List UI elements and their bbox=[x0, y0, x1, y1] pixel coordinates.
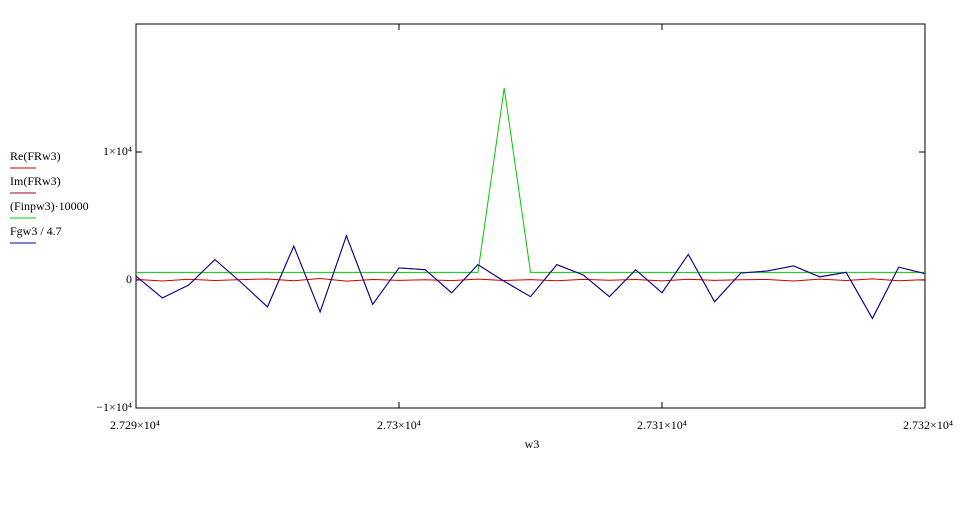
series-line bbox=[135, 234, 926, 320]
y-tick-label: 1×10⁴ bbox=[103, 144, 132, 158]
x-tick-label: 2.731×10⁴ bbox=[637, 418, 687, 432]
series-line bbox=[135, 277, 926, 282]
series-line bbox=[135, 234, 926, 320]
x-tick-label: 2.729×10⁴ bbox=[110, 418, 160, 432]
legend-label: Im(FRw3) bbox=[10, 174, 61, 188]
plot-frame bbox=[135, 23, 926, 409]
legend-label: (Finpw3)·10000 bbox=[10, 199, 89, 213]
legend-label: Re(FRw3) bbox=[10, 149, 61, 163]
x-tick-label: 2.732×10⁴ bbox=[903, 418, 953, 432]
series-line bbox=[136, 87, 925, 273]
y-tick-label: 0 bbox=[126, 272, 132, 286]
x-axis-label: w3 bbox=[525, 437, 540, 451]
y-tick-label: −1×10⁴ bbox=[96, 400, 132, 414]
legend-label: Fgw3 / 4.7 bbox=[10, 224, 62, 238]
x-tick-label: 2.73×10⁴ bbox=[377, 418, 421, 432]
